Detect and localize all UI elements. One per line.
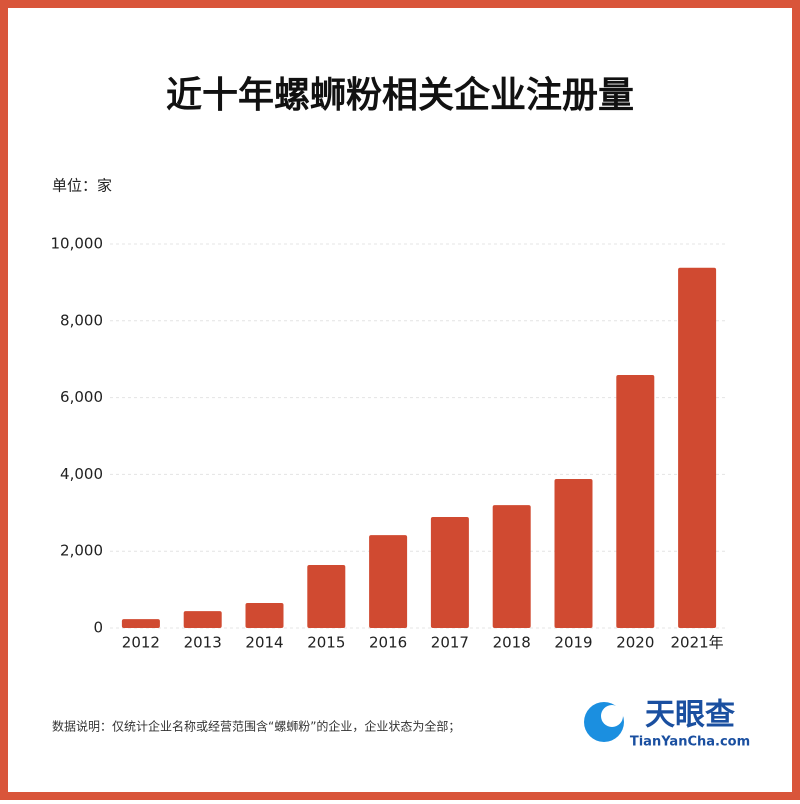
bar [121, 619, 160, 628]
y-tick-label: 0 [93, 619, 103, 637]
logo: 天眼查 TianYanCha.com [584, 698, 750, 750]
bar [369, 535, 408, 628]
y-tick-label: 2,000 [60, 542, 103, 560]
logo-name: 天眼查 [645, 698, 735, 733]
chart-title: 近十年螺蛳粉相关企业注册量 [166, 74, 634, 116]
x-tick-label: 2013 [184, 634, 222, 652]
x-tick-label: 2021年 [671, 634, 724, 652]
x-tick-label: 2020 [616, 634, 654, 652]
y-tick-label: 10,000 [51, 235, 104, 253]
x-tick-label: 2015 [307, 634, 345, 652]
logo-icon [601, 705, 623, 727]
bar [183, 611, 222, 628]
bar [307, 565, 346, 628]
x-tick-label: 2018 [493, 634, 531, 652]
y-tick-label: 8,000 [60, 311, 103, 329]
bar [616, 374, 655, 628]
y-tick-label: 6,000 [60, 388, 103, 406]
x-tick-label: 2019 [554, 634, 592, 652]
y-tick-label: 4,000 [60, 465, 103, 483]
note: 数据说明：仅统计企业名称或经营范围含“螺蛳粉”的企业，企业状态为全部； [52, 719, 460, 734]
x-tick-label: 2017 [431, 634, 469, 652]
bar [554, 479, 593, 628]
bar [492, 505, 531, 628]
logo-url: TianYanCha.com [630, 735, 750, 750]
bar [678, 267, 717, 628]
unit-label: 单位：家 [52, 177, 112, 195]
x-tick-label: 2016 [369, 634, 407, 652]
x-tick-label: 2014 [245, 634, 283, 652]
bar [430, 517, 469, 628]
bar [245, 603, 284, 628]
x-tick-label: 2012 [122, 634, 160, 652]
